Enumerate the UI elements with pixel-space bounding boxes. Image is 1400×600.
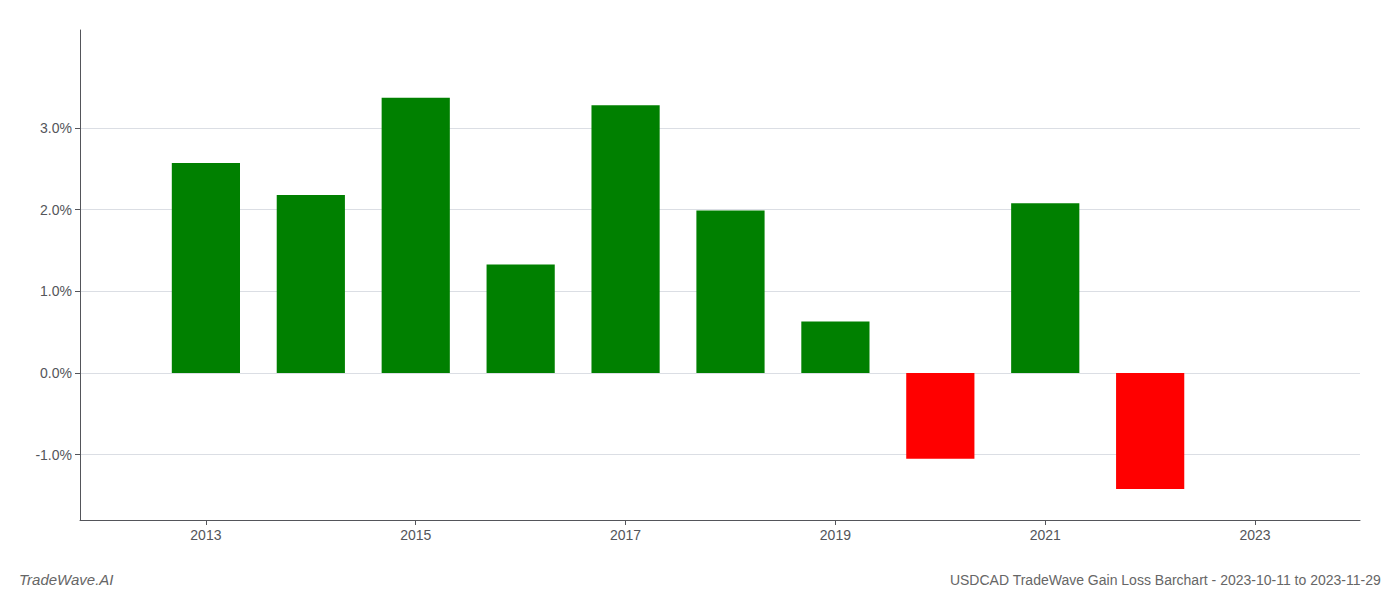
svg-text:TradeWave.AI: TradeWave.AI bbox=[19, 571, 113, 588]
svg-text:0.0%: 0.0% bbox=[40, 365, 72, 381]
svg-text:2015: 2015 bbox=[400, 527, 431, 543]
svg-text:2019: 2019 bbox=[820, 527, 851, 543]
svg-text:2017: 2017 bbox=[610, 527, 641, 543]
svg-text:2021: 2021 bbox=[1030, 527, 1061, 543]
svg-text:2.0%: 2.0% bbox=[40, 202, 72, 218]
svg-text:3.0%: 3.0% bbox=[40, 120, 72, 136]
svg-text:2023: 2023 bbox=[1240, 527, 1271, 543]
svg-text:1.0%: 1.0% bbox=[40, 283, 72, 299]
svg-text:-1.0%: -1.0% bbox=[35, 447, 72, 463]
svg-text:2013: 2013 bbox=[190, 527, 221, 543]
svg-text:USDCAD TradeWave Gain Loss Bar: USDCAD TradeWave Gain Loss Barchart - 20… bbox=[950, 572, 1381, 588]
